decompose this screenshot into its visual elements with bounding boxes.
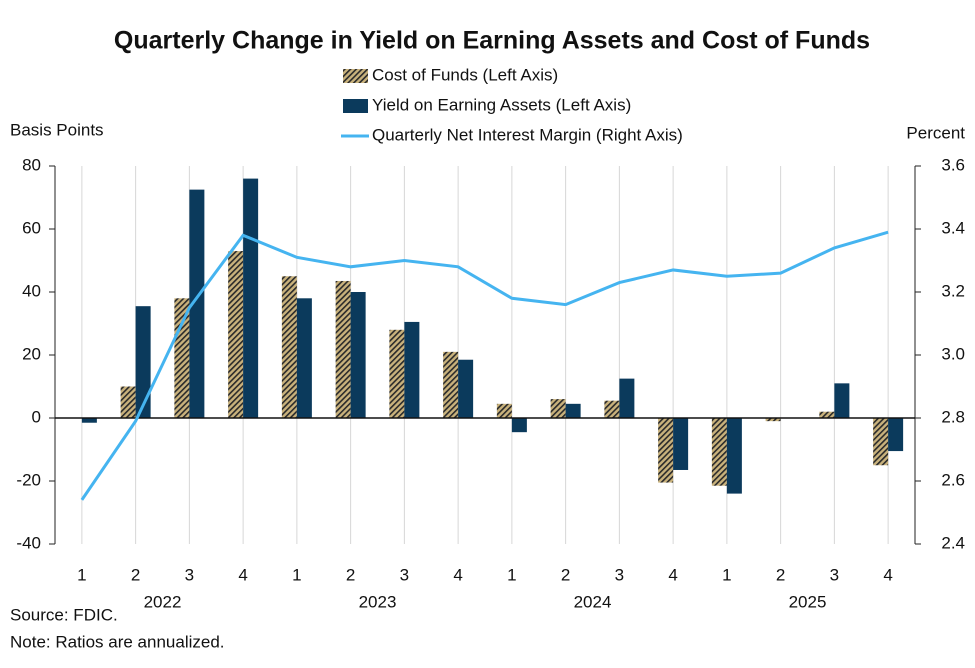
source: Source: FDIC. [10,605,118,624]
bar [658,418,674,483]
y-axis-label: Basis Points [10,120,104,139]
bar [888,418,904,452]
bar [873,418,889,466]
y2-tick-label: 3.0 [941,344,965,363]
bar [726,418,742,494]
y-tick-label: -40 [16,533,41,552]
x-tick-label: 2 [561,565,570,584]
bar [174,298,190,418]
bar [619,378,635,418]
bar [189,189,205,418]
y2-tick-label: 3.6 [941,155,965,174]
bar [604,400,620,418]
legend-swatch [343,99,368,113]
x-tick-label: 1 [292,565,301,584]
bar [765,418,781,422]
chart-title: Quarterly Change in Yield on Earning Ass… [114,27,870,55]
bar [550,399,566,418]
y-tick-label: 60 [22,218,41,237]
legend-label: Cost of Funds (Left Axis) [372,65,558,84]
x-tick-label: 2 [346,565,355,584]
bar [281,276,297,418]
legend-swatch [343,69,368,83]
bar [243,178,259,418]
note: Note: Ratios are annualized. [10,632,225,651]
bar [819,411,835,418]
x-tick-label: 3 [185,565,194,584]
bar [404,321,420,418]
bar [511,418,527,433]
bar [335,280,351,418]
x-tick-label: 1 [77,565,86,584]
x-tick-label: 2 [131,565,140,584]
x-tick-label: 3 [400,565,409,584]
y2-tick-label: 3.4 [941,218,965,237]
x-group-label: 2024 [574,592,612,611]
bar [496,403,512,418]
bar [120,386,136,418]
x-tick-label: 4 [238,565,247,584]
bar [135,306,151,418]
y-tick-label: 40 [22,281,41,300]
x-group-label: 2023 [359,592,397,611]
x-tick-label: 1 [722,565,731,584]
x-tick-label: 1 [507,565,516,584]
x-tick-label: 3 [615,565,624,584]
x-tick-label: 4 [668,565,677,584]
y2-axis-label: Percent [906,123,965,142]
y2-tick-label: 2.8 [941,407,965,426]
x-tick-label: 4 [453,565,462,584]
bar [296,298,312,418]
x-group-label: 2025 [789,592,827,611]
legend-label: Quarterly Net Interest Margin (Right Axi… [372,125,683,144]
bar [350,292,366,418]
bar [81,418,97,423]
x-group-label: 2022 [144,592,182,611]
y-tick-label: 20 [22,344,41,363]
bar [228,251,244,418]
legend-label: Yield on Earning Assets (Left Axis) [372,95,631,114]
x-tick-label: 2 [776,565,785,584]
y-tick-label: 80 [22,155,41,174]
y-tick-label: -20 [16,470,41,489]
bar [565,403,581,418]
bar [711,418,727,486]
bar [458,359,474,418]
bar [834,383,850,418]
y2-tick-label: 2.4 [941,533,965,552]
bar [673,418,689,470]
x-tick-label: 4 [883,565,892,584]
y2-tick-label: 2.6 [941,470,965,489]
bar [443,351,459,418]
y2-tick-label: 3.2 [941,281,965,300]
y-tick-label: 0 [32,407,41,426]
x-tick-label: 3 [830,565,839,584]
bar [389,329,405,418]
line [80,230,889,501]
